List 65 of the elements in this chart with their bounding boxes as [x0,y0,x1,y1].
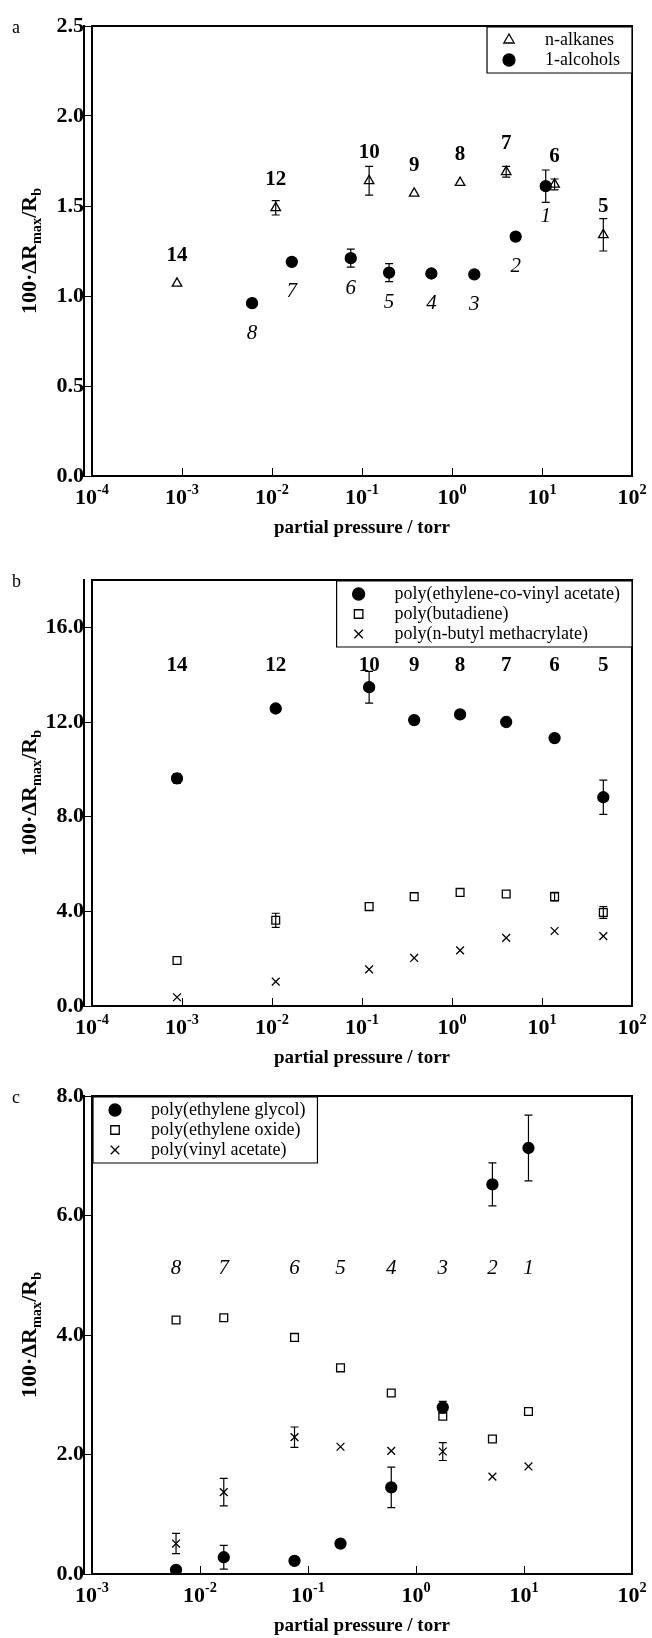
annotation: 5 [598,652,609,677]
y-tick-label: 8.0 [56,802,84,828]
annotation: 6 [549,142,560,167]
annotation: 2 [487,1254,499,1279]
y-tick-label: 4.0 [56,1320,84,1346]
x-axis-title: partial pressure / torr [273,515,451,537]
annotation: 8 [246,319,258,344]
y-tick-label: 8.0 [56,1081,84,1107]
annotation: 4 [386,1254,397,1279]
y-tick-label: 1.5 [56,191,84,217]
annotation: 5 [383,289,395,314]
legend-label: poly(ethylene oxide) [151,1118,301,1140]
annotation: 3 [468,290,480,315]
annotation: 14 [166,652,188,677]
y-tick-label: 0.0 [56,991,84,1017]
y-tick-label: 2.0 [56,1440,84,1466]
annotation: 4 [426,290,438,315]
legend-label: poly(ethylene glycol) [151,1098,306,1120]
y-tick-label: 0.0 [56,461,84,487]
annotation: 14 [166,241,188,266]
legend-label: poly(butadiene) [394,602,509,624]
y-tick-label: 16.0 [45,613,84,639]
y-tick-label: 0.5 [56,371,84,397]
x-axis-title: partial pressure / torr [273,1613,451,1635]
annotation: 6 [289,1254,301,1279]
y-tick-label: 2.5 [56,11,84,37]
legend-label: 1-alcohols [545,48,620,69]
y-axis-title: 100·ΔRmax/Rb [15,187,45,315]
annotation: 12 [265,166,287,191]
text: c [12,1086,20,1107]
legend-label: n-alkanes [545,28,614,49]
text: a [12,16,20,37]
annotation: 7 [500,130,512,155]
annotation: 5 [335,1254,346,1279]
annotation: 7 [286,278,299,303]
annotation: 9 [408,652,420,677]
y-axis-title: 100·ΔRmax/Rb [15,729,45,857]
annotation: 1 [540,202,551,227]
annotation: 9 [408,151,420,176]
annotation: 7 [500,652,512,677]
annotation: 8 [454,141,466,166]
annotation: 6 [549,652,560,677]
y-tick-label: 0.0 [56,1559,84,1585]
legend-label: poly(vinyl acetate) [151,1138,287,1160]
y-tick-label: 6.0 [56,1201,84,1227]
annotation: 6 [345,274,357,299]
text: b [12,570,21,591]
annotation: 10 [358,652,380,677]
annotation: 3 [436,1254,449,1279]
y-tick-label: 4.0 [56,897,84,923]
x-axis-title: partial pressure / torr [273,1045,451,1067]
y-tick-label: 12.0 [45,707,84,733]
y-tick-label: 2.0 [56,101,84,127]
legend-label: poly(ethylene-co-vinyl acetate) [394,582,621,604]
y-tick-label: 1.0 [56,281,84,307]
annotation: 2 [510,253,522,278]
annotation: 8 [454,652,466,677]
annotation: 10 [358,139,380,164]
annotation: 5 [598,193,609,218]
legend-label: poly(n-butyl methacrylate) [394,622,589,644]
annotation: 1 [523,1254,534,1279]
annotation: 8 [170,1254,182,1279]
y-axis-title: 100·ΔRmax/Rb [15,1271,45,1399]
annotation: 7 [218,1254,231,1279]
annotation: 12 [265,652,287,677]
